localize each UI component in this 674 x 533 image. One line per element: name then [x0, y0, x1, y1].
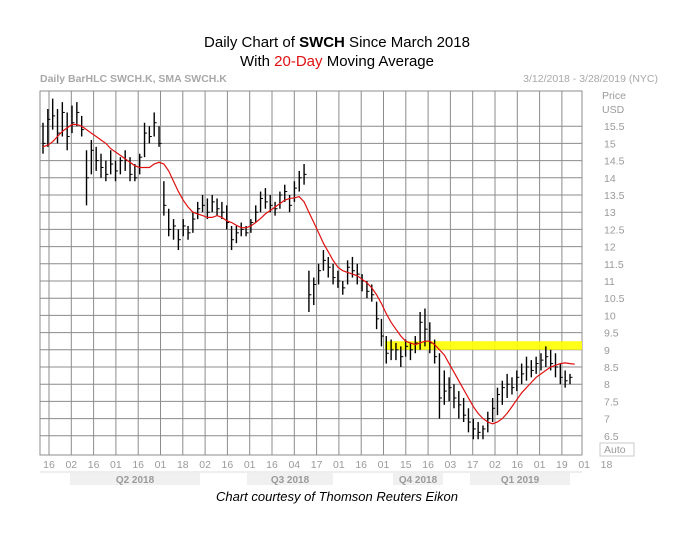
auto-scale-button[interactable] [599, 442, 635, 457]
x-tick-label: 02 [199, 459, 211, 471]
x-tick-label: 16 [132, 459, 144, 471]
x-tick-label: 18 [177, 459, 189, 471]
y-tick-label: 12.5 [604, 224, 625, 236]
quarter-band [247, 473, 333, 485]
x-tick-label: 18 [601, 459, 613, 471]
quarter-label: Q1 2019 [501, 475, 540, 486]
x-tick-label: 04 [288, 459, 300, 471]
auto-scale-label: Auto [604, 444, 626, 456]
plot-border [39, 90, 583, 456]
y-tick-label: 13 [604, 207, 616, 219]
x-tick-label: 01 [244, 459, 256, 471]
x-tick-label: 16 [422, 459, 434, 471]
chart-header-series: Daily BarHLC SWCH.K, SMA SWCH.K [40, 73, 227, 85]
x-tick-label: 01 [333, 459, 345, 471]
y-tick-label: 15.5 [604, 121, 625, 133]
quarter-band [70, 473, 200, 485]
x-tick-label: 01 [378, 459, 390, 471]
x-tick-label: 02 [65, 459, 77, 471]
x-tick-label: 16 [511, 459, 523, 471]
x-tick-label: 16 [266, 459, 278, 471]
x-tick-label: 01 [578, 459, 590, 471]
y-tick-label: 13.5 [604, 190, 625, 202]
title-suffix: Since March 2018 [344, 34, 470, 51]
y-tick-label: 11.5 [604, 259, 624, 271]
y-tick-label: 7.5 [604, 396, 619, 408]
x-tick-label: 01 [534, 459, 546, 471]
x-tick-label: 16 [355, 459, 367, 471]
y-tick-label: 6.5 [604, 431, 619, 443]
y-tick-label: 10 [604, 310, 616, 322]
y-tick-label: 12 [604, 242, 616, 254]
x-tick-label: 03 [445, 459, 457, 471]
subtitle-suffix: Moving Average [322, 53, 434, 70]
y-tick-label: 7 [604, 414, 610, 426]
chart-header-daterange: 3/12/2018 - 3/28/2019 (NYC) [523, 73, 658, 85]
x-tick-label: 19 [556, 459, 568, 471]
resistance-zone [385, 341, 582, 350]
y-tick-label: 14.5 [604, 156, 625, 168]
chart-courtesy: Chart courtesy of Thomson Reuters Eikon [215, 489, 459, 504]
y-tick-label: 9.5 [604, 328, 619, 340]
sma-20-line [42, 123, 575, 425]
y-tick-label: 8 [604, 379, 610, 391]
chart-title-line1: Daily Chart of SWCH Since March 2018 [0, 34, 674, 51]
x-tick-label: 17 [311, 459, 323, 471]
quarter-label: Q4 2018 [399, 475, 438, 486]
title-ticker: SWCH [299, 34, 345, 51]
chart-title-line2: With 20-Day Moving Average [0, 53, 674, 70]
x-tick-label: 16 [88, 459, 100, 471]
subtitle-highlight: 20-Day [274, 53, 323, 70]
price-bars [42, 98, 573, 440]
x-tick-label: 16 [43, 459, 55, 471]
y-tick-label: 11 [604, 276, 615, 288]
title-prefix: Daily Chart of [204, 34, 300, 51]
y-tick-label: 15 [604, 138, 616, 150]
y-tick-label: 10.5 [604, 293, 625, 305]
x-tick-label: 15 [400, 459, 412, 471]
quarter-band [470, 473, 570, 485]
y-tick-label: 14 [604, 173, 616, 185]
x-tick-label: 17 [467, 459, 479, 471]
grid-lines [40, 91, 582, 455]
quarter-label: Q2 2018 [116, 475, 155, 486]
x-tick-label: 01 [110, 459, 122, 471]
y-axis-currency-label: USD [602, 104, 625, 116]
y-tick-label: 8.5 [604, 362, 619, 374]
y-tick-label: 9 [604, 345, 610, 357]
y-axis-price-label: Price [602, 90, 626, 102]
x-tick-label: 02 [489, 459, 501, 471]
quarter-band [393, 473, 443, 485]
quarter-label: Q3 2018 [271, 475, 310, 486]
x-tick-label: 01 [155, 459, 167, 471]
subtitle-prefix: With [240, 53, 275, 70]
x-tick-label: 16 [222, 459, 234, 471]
